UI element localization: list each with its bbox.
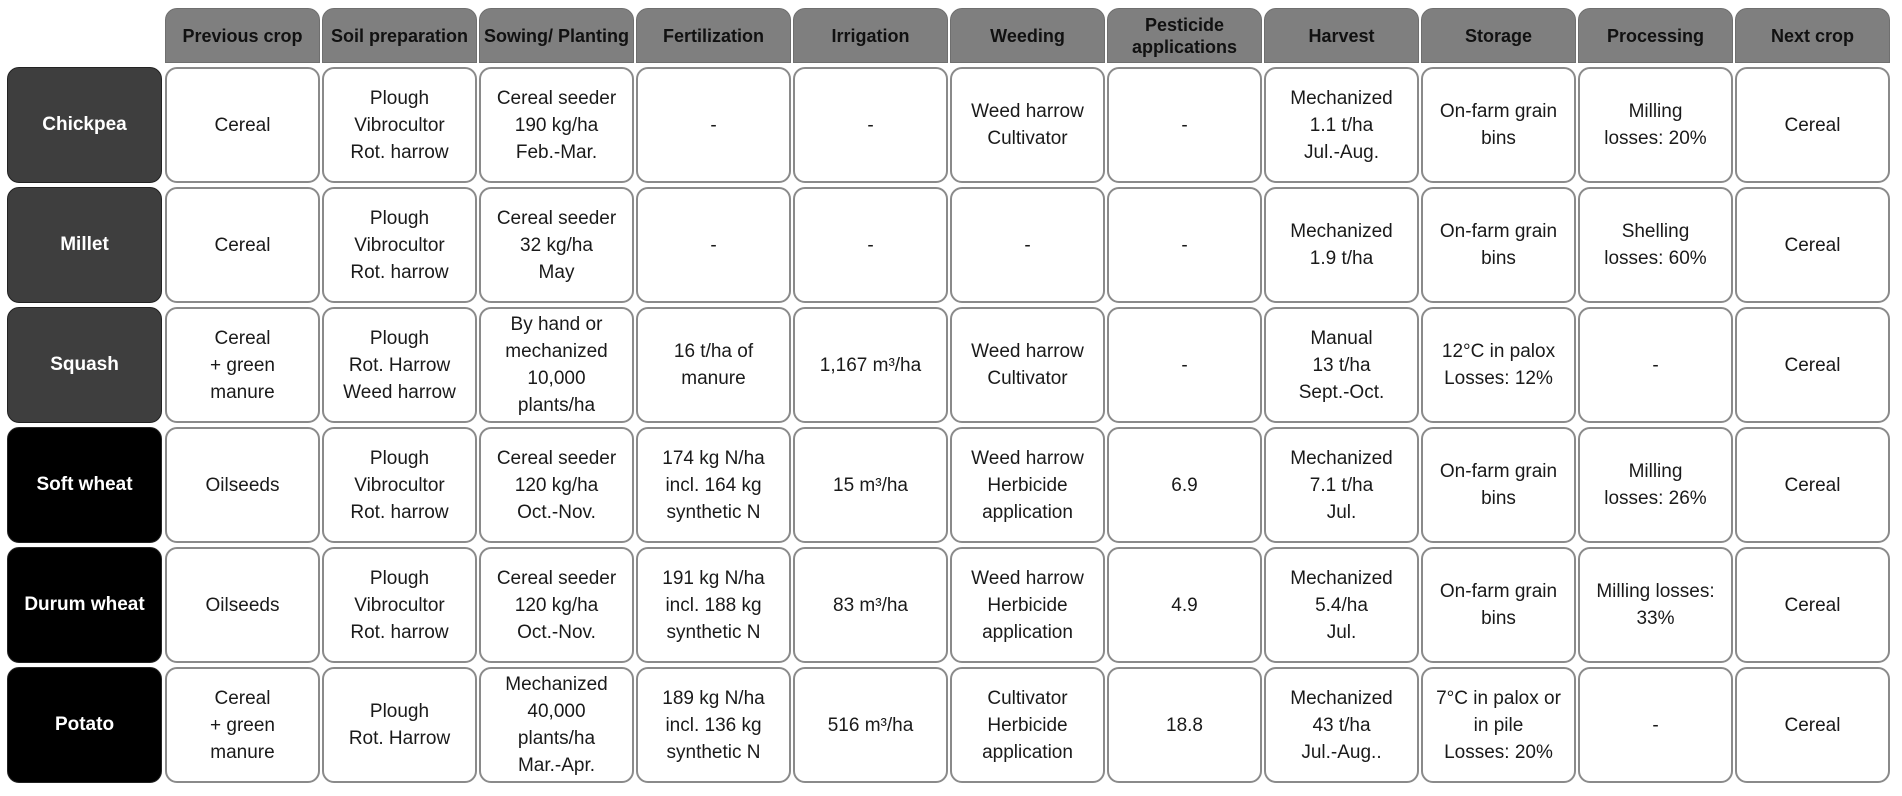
cell-potato-processing: - [1578, 667, 1733, 783]
cell-durum-wheat-pesticide: 4.9 [1107, 547, 1262, 663]
row-label-millet: Millet [7, 187, 162, 303]
row-label-chickpea: Chickpea [7, 67, 162, 183]
header-previous-crop: Previous crop [165, 8, 320, 63]
cell-soft-wheat-processing: Milling losses: 26% [1578, 427, 1733, 543]
cell-soft-wheat-irrigation: 15 m³/ha [793, 427, 948, 543]
cell-soft-wheat-soil-preparation: Plough Vibrocultor Rot. harrow [322, 427, 477, 543]
cell-potato-soil-preparation: Plough Rot. Harrow [322, 667, 477, 783]
cell-millet-fertilization: - [636, 187, 791, 303]
cell-chickpea-fertilization: - [636, 67, 791, 183]
header-soil-preparation: Soil preparation [322, 8, 477, 63]
cell-soft-wheat-previous-crop: Oilseeds [165, 427, 320, 543]
cell-millet-pesticide: - [1107, 187, 1262, 303]
header-storage: Storage [1421, 8, 1576, 63]
header-processing: Processing [1578, 8, 1733, 63]
cell-millet-next-crop: Cereal [1735, 187, 1890, 303]
cell-squash-processing: - [1578, 307, 1733, 423]
cell-chickpea-pesticide: - [1107, 67, 1262, 183]
cell-millet-previous-crop: Cereal [165, 187, 320, 303]
cell-potato-previous-crop: Cereal + green manure [165, 667, 320, 783]
cell-chickpea-storage: On-farm grain bins [1421, 67, 1576, 183]
cell-soft-wheat-pesticide: 6.9 [1107, 427, 1262, 543]
cell-durum-wheat-irrigation: 83 m³/ha [793, 547, 948, 663]
header-sowing-planting: Sowing/ Planting [479, 8, 634, 63]
cell-squash-storage: 12°C in palox Losses: 12% [1421, 307, 1576, 423]
header-fertilization: Fertilization [636, 8, 791, 63]
cell-chickpea-processing: Milling losses: 20% [1578, 67, 1733, 183]
cell-millet-soil-preparation: Plough Vibrocultor Rot. harrow [322, 187, 477, 303]
cell-soft-wheat-fertilization: 174 kg N/ha incl. 164 kg synthetic N [636, 427, 791, 543]
cell-potato-fertilization: 189 kg N/ha incl. 136 kg synthetic N [636, 667, 791, 783]
cell-millet-irrigation: - [793, 187, 948, 303]
cell-soft-wheat-storage: On-farm grain bins [1421, 427, 1576, 543]
cell-squash-pesticide: - [1107, 307, 1262, 423]
cell-millet-harvest: Mechanized 1.9 t/ha [1264, 187, 1419, 303]
cell-squash-soil-preparation: Plough Rot. Harrow Weed harrow [322, 307, 477, 423]
header-irrigation: Irrigation [793, 8, 948, 63]
cell-durum-wheat-previous-crop: Oilseeds [165, 547, 320, 663]
cell-chickpea-irrigation: - [793, 67, 948, 183]
cell-millet-processing: Shelling losses: 60% [1578, 187, 1733, 303]
cell-chickpea-sowing: Cereal seeder 190 kg/ha Feb.-Mar. [479, 67, 634, 183]
cell-potato-next-crop: Cereal [1735, 667, 1890, 783]
cell-soft-wheat-sowing: Cereal seeder 120 kg/ha Oct.-Nov. [479, 427, 634, 543]
header-weeding: Weeding [950, 8, 1105, 63]
cell-soft-wheat-harvest: Mechanized 7.1 t/ha Jul. [1264, 427, 1419, 543]
cell-durum-wheat-sowing: Cereal seeder 120 kg/ha Oct.-Nov. [479, 547, 634, 663]
cell-chickpea-previous-crop: Cereal [165, 67, 320, 183]
cell-squash-next-crop: Cereal [1735, 307, 1890, 423]
cell-squash-irrigation: 1,167 m³/ha [793, 307, 948, 423]
cell-potato-pesticide: 18.8 [1107, 667, 1262, 783]
cell-durum-wheat-harvest: Mechanized 5.4/ha Jul. [1264, 547, 1419, 663]
cell-squash-previous-crop: Cereal + green manure [165, 307, 320, 423]
cell-durum-wheat-weeding: Weed harrow Herbicide application [950, 547, 1105, 663]
cell-chickpea-next-crop: Cereal [1735, 67, 1890, 183]
cell-durum-wheat-fertilization: 191 kg N/ha incl. 188 kg synthetic N [636, 547, 791, 663]
row-label-squash: Squash [7, 307, 162, 423]
cell-soft-wheat-weeding: Weed harrow Herbicide application [950, 427, 1105, 543]
cell-durum-wheat-storage: On-farm grain bins [1421, 547, 1576, 663]
cell-squash-sowing: By hand or mechanized 10,000 plants/ha [479, 307, 634, 423]
cell-potato-weeding: Cultivator Herbicide application [950, 667, 1105, 783]
cell-millet-storage: On-farm grain bins [1421, 187, 1576, 303]
header-next-crop: Next crop [1735, 8, 1890, 63]
cell-durum-wheat-next-crop: Cereal [1735, 547, 1890, 663]
header-pesticide-applications: Pesticide applications [1107, 8, 1262, 63]
cell-potato-harvest: Mechanized 43 t/ha Jul.-Aug.. [1264, 667, 1419, 783]
cell-squash-weeding: Weed harrow Cultivator [950, 307, 1105, 423]
cell-chickpea-weeding: Weed harrow Cultivator [950, 67, 1105, 183]
row-label-durum-wheat: Durum wheat [7, 547, 162, 663]
cell-potato-storage: 7°C in palox or in pile Losses: 20% [1421, 667, 1576, 783]
cell-chickpea-harvest: Mechanized 1.1 t/ha Jul.-Aug. [1264, 67, 1419, 183]
cell-durum-wheat-soil-preparation: Plough Vibrocultor Rot. harrow [322, 547, 477, 663]
cell-potato-sowing: Mechanized 40,000 plants/ha Mar.-Apr. [479, 667, 634, 783]
row-label-potato: Potato [7, 667, 162, 783]
cell-squash-fertilization: 16 t/ha of manure [636, 307, 791, 423]
cell-millet-sowing: Cereal seeder 32 kg/ha May [479, 187, 634, 303]
cell-durum-wheat-processing: Milling losses: 33% [1578, 547, 1733, 663]
cell-chickpea-soil-preparation: Plough Vibrocultor Rot. harrow [322, 67, 477, 183]
cell-potato-irrigation: 516 m³/ha [793, 667, 948, 783]
cell-soft-wheat-next-crop: Cereal [1735, 427, 1890, 543]
header-harvest: Harvest [1264, 8, 1419, 63]
row-label-soft-wheat: Soft wheat [7, 427, 162, 543]
cell-squash-harvest: Manual 13 t/ha Sept.-Oct. [1264, 307, 1419, 423]
cell-millet-weeding: - [950, 187, 1105, 303]
